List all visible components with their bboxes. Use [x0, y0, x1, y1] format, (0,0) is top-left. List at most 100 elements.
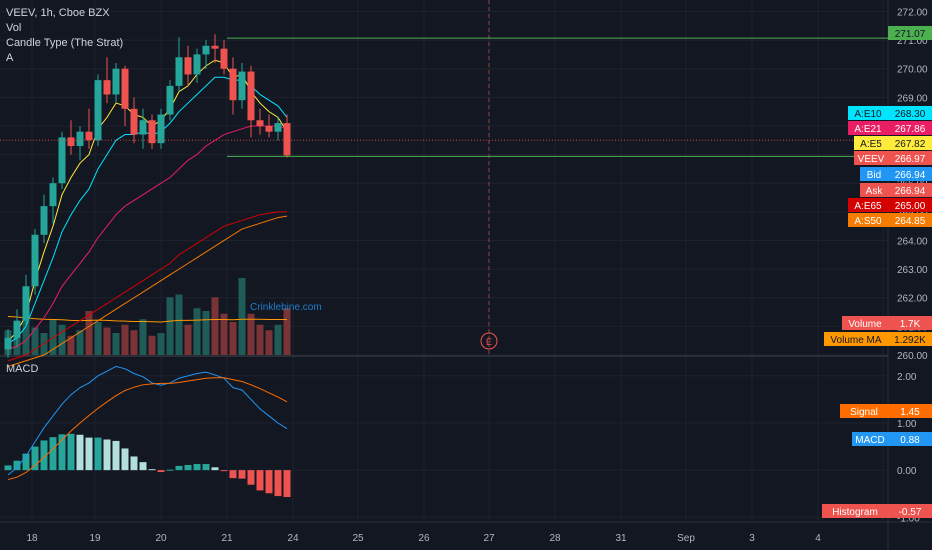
macd-badge-histogram[interactable]: -0.57 Histogram [822, 504, 932, 518]
badge-name-bg [848, 121, 888, 135]
badge-name: Volume [848, 319, 882, 330]
legend-vol[interactable]: Vol [6, 22, 22, 34]
histogram-bar [139, 462, 147, 471]
histogram-bar [85, 437, 93, 471]
volume-bar [58, 324, 66, 355]
price-badge-bid[interactable]: 266.94 Bid [860, 167, 932, 181]
badge-value-bg [888, 332, 932, 346]
price-badge-volume-ma[interactable]: 1.292K Volume MA [824, 332, 932, 346]
price-badge-a-e5[interactable]: 267.82 A:E5 [854, 136, 932, 150]
badge-name: A:E21 [854, 124, 882, 135]
histogram-bar [256, 470, 264, 491]
volume-bar [31, 327, 39, 355]
histogram-bar [103, 439, 111, 471]
price-badge-a-e10[interactable]: 268.30 A:E10 [848, 106, 932, 120]
badge-name-bg [848, 106, 888, 120]
ema21-line [7, 125, 288, 350]
volume-bar [139, 319, 147, 355]
badge-value-bg [888, 432, 932, 446]
price-badge-a-e65[interactable]: 265.00 A:E65 [848, 198, 932, 212]
macd-line [7, 365, 288, 476]
candle-body [121, 68, 129, 109]
volume-bar [166, 297, 174, 355]
badge-value-bg [888, 504, 932, 518]
badge-value: -0.57 [899, 507, 922, 518]
volume-bar [112, 333, 120, 355]
histogram-bar [112, 440, 120, 471]
time-tick-label: 25 [352, 533, 364, 544]
histogram-bar [220, 470, 228, 472]
price-tick-label: 263.00 [897, 265, 928, 276]
badge-name-bg [852, 432, 888, 446]
candle-body [85, 131, 93, 141]
signal-line [7, 377, 288, 481]
macd-tick-label: 2.00 [897, 372, 917, 383]
legend-a[interactable]: A [6, 52, 14, 64]
histogram-bar [148, 469, 156, 471]
macd-badge-macd[interactable]: 0.88 MACD [852, 432, 932, 446]
price-badge-volume[interactable]: 1.7K Volume [842, 316, 932, 330]
badge-name: Volume MA [830, 335, 881, 346]
macd-pane-title[interactable]: MACD [6, 363, 39, 375]
badge-name: Ask [866, 186, 884, 197]
watermark: Crinklebine.com [250, 302, 322, 313]
candle-body [130, 108, 138, 135]
badge-name: Signal [850, 407, 878, 418]
histogram-bar [247, 470, 255, 485]
price-badge-veev[interactable]: 266.97 VEEV [854, 151, 932, 165]
badge-name-bg [848, 198, 888, 212]
legend-symbol[interactable]: VEEV, 1h, Cboe BZX [6, 7, 110, 19]
histogram-bar [31, 446, 39, 471]
volume-bar [175, 294, 183, 355]
volume-bar [202, 311, 210, 355]
candle-body [229, 68, 237, 101]
histogram-bar [166, 469, 174, 471]
price-badge-a-e21[interactable]: 267.86 A:E21 [848, 121, 932, 135]
histogram-bar [94, 437, 102, 471]
histogram-bar [76, 434, 84, 471]
histogram-bar [4, 465, 12, 471]
price-badge-a-s50[interactable]: 264.85 A:S50 [848, 213, 932, 227]
volume-bar [211, 297, 219, 355]
candle-body [31, 234, 39, 287]
badge-name: Histogram [832, 507, 878, 518]
histogram-bar [184, 464, 192, 471]
volume-bar [256, 324, 264, 355]
candle-body [76, 131, 84, 147]
badge-name-bg [842, 316, 888, 330]
histogram-bar [211, 467, 219, 471]
histogram-bar [130, 456, 138, 471]
candle-body [166, 85, 174, 115]
macd-badge-signal[interactable]: 1.45 Signal [840, 404, 932, 418]
candle-body [265, 125, 273, 132]
volume-bar [22, 313, 30, 355]
price-badge-ask[interactable]: 266.94 Ask [860, 183, 932, 197]
volume-bar [76, 330, 84, 355]
price-badge-level[interactable]: 271.07 [888, 26, 932, 40]
badge-value: 267.82 [895, 139, 926, 150]
badge-value-bg [888, 183, 932, 197]
histogram-bar [283, 470, 291, 498]
volume-bar [265, 330, 273, 355]
macd-tick-label: -1.00 [897, 513, 920, 524]
candle-body [238, 71, 246, 101]
candle-body [247, 71, 255, 121]
badge-value: 267.86 [895, 124, 926, 135]
volume-bar [67, 335, 75, 355]
volume-bar [103, 327, 111, 355]
badge-name-bg [854, 151, 888, 165]
badge-name: A:E65 [854, 201, 882, 212]
badge-name-bg [822, 504, 888, 518]
candle-body [103, 80, 111, 95]
time-tick-label: 26 [418, 533, 430, 544]
histogram-bar [193, 464, 201, 471]
badge-value-bg [888, 136, 932, 150]
badge-value-bg [888, 26, 932, 40]
volume-bar [94, 322, 102, 355]
candle-body [175, 57, 183, 86]
legend-candle-type[interactable]: Candle Type (The Strat) [6, 37, 124, 49]
badge-value: 266.94 [895, 186, 926, 197]
volume-bar [184, 324, 192, 355]
volume-bar [85, 311, 93, 355]
